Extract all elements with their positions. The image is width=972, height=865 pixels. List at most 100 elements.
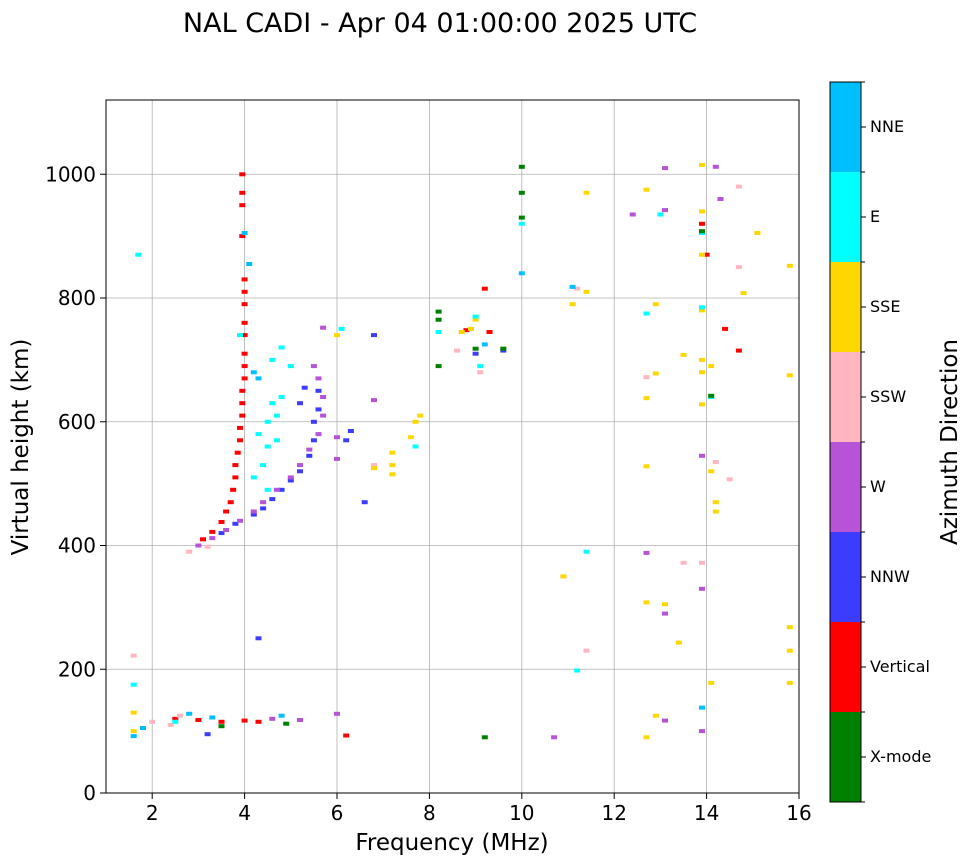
data-point (246, 262, 253, 266)
data-point (643, 187, 650, 192)
data-point (468, 326, 474, 331)
data-point (389, 463, 396, 468)
data-point (726, 477, 733, 482)
data-point (269, 357, 276, 362)
data-points (130, 163, 793, 740)
data-point (278, 713, 285, 718)
y-axis-label: Virtual height (km) (8, 339, 34, 556)
data-point (347, 429, 354, 433)
data-point (458, 330, 465, 334)
data-point (518, 215, 525, 220)
colorbar-label-vertical: Vertical (870, 657, 930, 676)
series-nne (130, 231, 705, 739)
data-point (643, 464, 650, 469)
data-point (712, 460, 719, 464)
plot-background (106, 100, 799, 793)
data-point (518, 271, 525, 276)
colorbar-segment (830, 82, 861, 172)
data-point (320, 395, 327, 399)
y-tick-label: 1000 (45, 162, 96, 186)
data-point (407, 435, 414, 440)
data-point (306, 453, 313, 458)
y-tick-label: 800 (58, 286, 96, 310)
data-point (652, 302, 659, 307)
data-point (699, 586, 705, 591)
data-point (223, 509, 230, 514)
data-point (472, 351, 479, 356)
data-point (130, 653, 137, 658)
data-point (239, 234, 246, 239)
colorbar-label-w: W (870, 477, 886, 496)
colorbar-frame (829, 81, 862, 803)
data-point (255, 376, 262, 381)
data-point (237, 333, 243, 338)
data-point (255, 719, 262, 724)
data-point (643, 396, 650, 401)
x-tick-label: 4 (238, 801, 251, 825)
colorbar-segment (830, 352, 861, 442)
data-point (250, 512, 257, 517)
series-vertical (172, 172, 742, 738)
data-point (283, 721, 290, 726)
data-point (786, 263, 793, 268)
data-point (662, 611, 668, 616)
data-point (241, 376, 248, 381)
data-point (417, 413, 424, 418)
y-tick-label: 600 (58, 410, 96, 434)
data-point (708, 469, 715, 474)
data-point (657, 212, 664, 217)
data-point (662, 718, 668, 723)
data-point (149, 719, 156, 724)
data-point (234, 450, 241, 455)
data-point (643, 375, 650, 380)
data-point (712, 509, 719, 514)
data-point (250, 475, 257, 480)
data-point (389, 472, 396, 477)
data-point (643, 311, 650, 316)
data-point (172, 716, 179, 721)
data-point (583, 648, 590, 653)
colorbar-segment (830, 712, 861, 802)
data-point (712, 500, 719, 505)
data-point (435, 317, 442, 322)
data-point (306, 447, 313, 452)
data-point (241, 333, 248, 338)
data-point (500, 346, 507, 351)
data-point (310, 438, 317, 443)
data-point (472, 346, 479, 351)
data-point (239, 172, 246, 177)
data-point (412, 419, 419, 424)
series-x-mode (218, 164, 715, 740)
data-point (371, 466, 377, 471)
data-point (662, 166, 668, 171)
data-point (264, 444, 271, 449)
data-point (130, 710, 137, 715)
data-point (389, 450, 396, 455)
data-point (301, 385, 308, 390)
data-point (371, 333, 377, 338)
colorbar-segment (830, 622, 861, 712)
data-point (186, 711, 193, 716)
data-point (699, 705, 705, 710)
series-ssw (130, 184, 742, 727)
data-point (239, 203, 246, 208)
data-point (241, 277, 248, 282)
data-point (239, 190, 246, 195)
data-point (334, 435, 340, 440)
data-point (412, 444, 419, 449)
data-point (269, 401, 276, 406)
data-point (518, 164, 525, 169)
data-point (237, 438, 243, 443)
data-point (699, 305, 705, 310)
data-point (371, 463, 377, 468)
data-point (338, 326, 345, 331)
data-point (518, 221, 525, 226)
data-point (227, 500, 234, 505)
data-point (712, 164, 719, 169)
data-point (239, 401, 246, 406)
colorbar-label-e: E (870, 207, 880, 226)
x-tick-label: 14 (694, 801, 719, 825)
data-point (250, 370, 257, 375)
colorbar-label-nne: NNE (870, 117, 904, 136)
data-point (297, 718, 303, 722)
